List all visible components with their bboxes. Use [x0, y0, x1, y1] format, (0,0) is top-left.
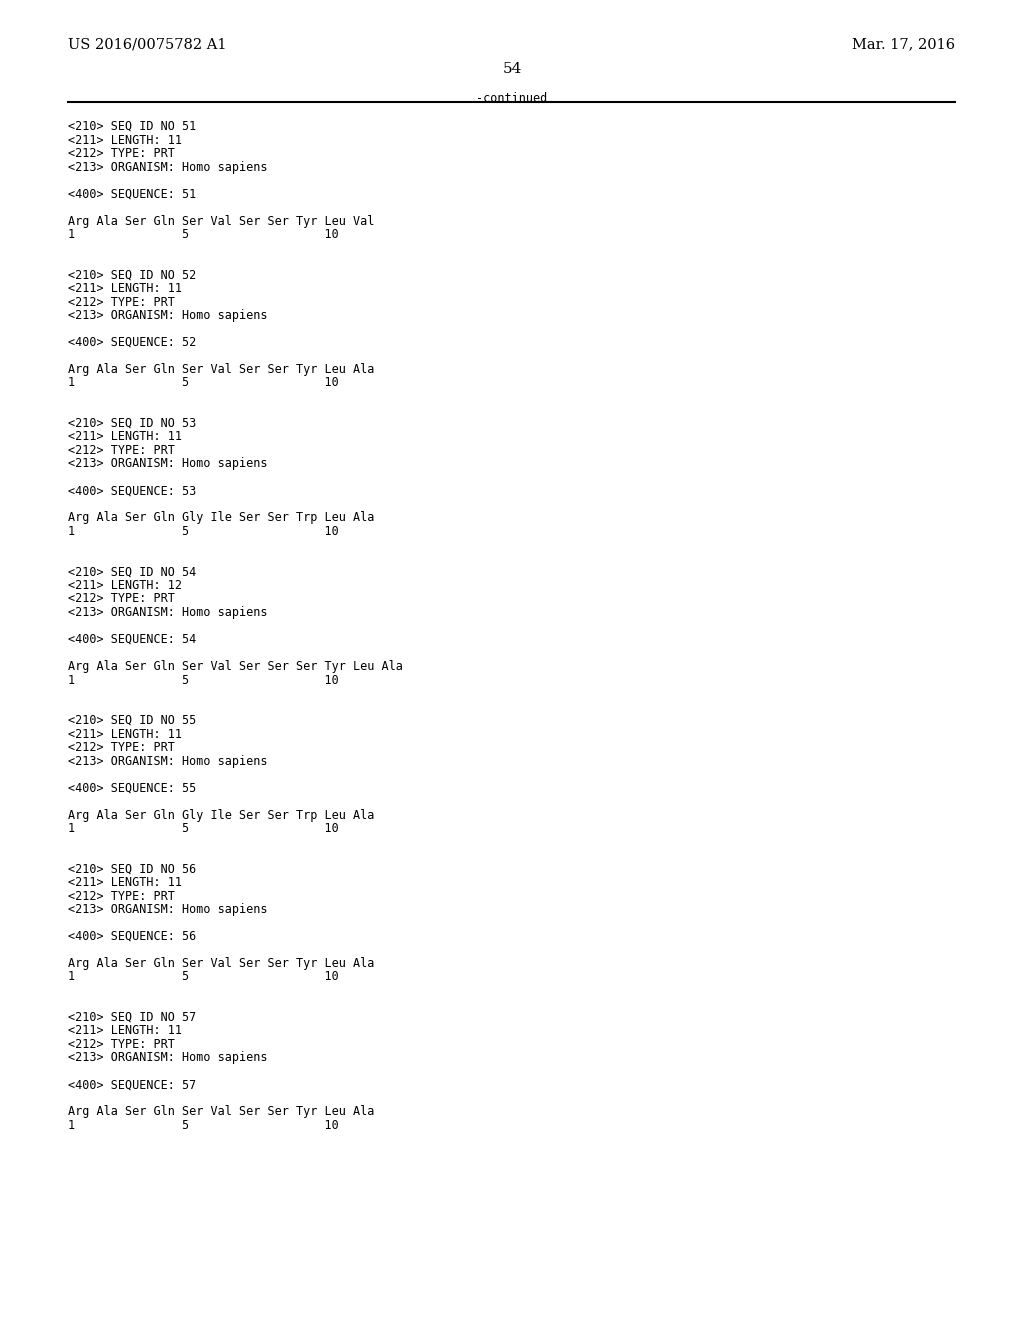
Text: <400> SEQUENCE: 53: <400> SEQUENCE: 53: [68, 484, 197, 498]
Text: <211> LENGTH: 11: <211> LENGTH: 11: [68, 727, 182, 741]
Text: <211> LENGTH: 11: <211> LENGTH: 11: [68, 133, 182, 147]
Text: <211> LENGTH: 12: <211> LENGTH: 12: [68, 579, 182, 591]
Text: Arg Ala Ser Gln Ser Val Ser Ser Tyr Leu Ala: Arg Ala Ser Gln Ser Val Ser Ser Tyr Leu …: [68, 363, 375, 376]
Text: Arg Ala Ser Gln Ser Val Ser Ser Tyr Leu Ala: Arg Ala Ser Gln Ser Val Ser Ser Tyr Leu …: [68, 1106, 375, 1118]
Text: Arg Ala Ser Gln Ser Val Ser Ser Tyr Leu Val: Arg Ala Ser Gln Ser Val Ser Ser Tyr Leu …: [68, 214, 375, 227]
Text: <213> ORGANISM: Homo sapiens: <213> ORGANISM: Homo sapiens: [68, 1052, 267, 1064]
Text: <400> SEQUENCE: 51: <400> SEQUENCE: 51: [68, 187, 197, 201]
Text: <210> SEQ ID NO 56: <210> SEQ ID NO 56: [68, 862, 197, 875]
Text: <211> LENGTH: 11: <211> LENGTH: 11: [68, 430, 182, 444]
Text: <211> LENGTH: 11: <211> LENGTH: 11: [68, 1024, 182, 1038]
Text: <212> TYPE: PRT: <212> TYPE: PRT: [68, 296, 175, 309]
Text: <213> ORGANISM: Homo sapiens: <213> ORGANISM: Homo sapiens: [68, 458, 267, 470]
Text: <212> TYPE: PRT: <212> TYPE: PRT: [68, 147, 175, 160]
Text: <210> SEQ ID NO 57: <210> SEQ ID NO 57: [68, 1011, 197, 1024]
Text: <400> SEQUENCE: 54: <400> SEQUENCE: 54: [68, 634, 197, 645]
Text: <210> SEQ ID NO 54: <210> SEQ ID NO 54: [68, 565, 197, 578]
Text: <213> ORGANISM: Homo sapiens: <213> ORGANISM: Homo sapiens: [68, 309, 267, 322]
Text: 1               5                   10: 1 5 10: [68, 822, 339, 836]
Text: <400> SEQUENCE: 55: <400> SEQUENCE: 55: [68, 781, 197, 795]
Text: Arg Ala Ser Gln Ser Val Ser Ser Tyr Leu Ala: Arg Ala Ser Gln Ser Val Ser Ser Tyr Leu …: [68, 957, 375, 970]
Text: <211> LENGTH: 11: <211> LENGTH: 11: [68, 876, 182, 888]
Text: <210> SEQ ID NO 55: <210> SEQ ID NO 55: [68, 714, 197, 727]
Text: <400> SEQUENCE: 52: <400> SEQUENCE: 52: [68, 337, 197, 348]
Text: <400> SEQUENCE: 56: <400> SEQUENCE: 56: [68, 931, 197, 942]
Text: Mar. 17, 2016: Mar. 17, 2016: [852, 37, 955, 51]
Text: 1               5                   10: 1 5 10: [68, 970, 339, 983]
Text: <211> LENGTH: 11: <211> LENGTH: 11: [68, 282, 182, 294]
Text: 1               5                   10: 1 5 10: [68, 673, 339, 686]
Text: -continued: -continued: [476, 92, 548, 106]
Text: <210> SEQ ID NO 53: <210> SEQ ID NO 53: [68, 417, 197, 430]
Text: Arg Ala Ser Gln Ser Val Ser Ser Ser Tyr Leu Ala: Arg Ala Ser Gln Ser Val Ser Ser Ser Tyr …: [68, 660, 402, 673]
Text: <213> ORGANISM: Homo sapiens: <213> ORGANISM: Homo sapiens: [68, 755, 267, 767]
Text: <210> SEQ ID NO 52: <210> SEQ ID NO 52: [68, 268, 197, 281]
Text: <213> ORGANISM: Homo sapiens: <213> ORGANISM: Homo sapiens: [68, 161, 267, 173]
Text: <400> SEQUENCE: 57: <400> SEQUENCE: 57: [68, 1078, 197, 1092]
Text: <212> TYPE: PRT: <212> TYPE: PRT: [68, 890, 175, 903]
Text: US 2016/0075782 A1: US 2016/0075782 A1: [68, 37, 226, 51]
Text: 54: 54: [503, 62, 521, 77]
Text: <212> TYPE: PRT: <212> TYPE: PRT: [68, 1038, 175, 1051]
Text: <212> TYPE: PRT: <212> TYPE: PRT: [68, 593, 175, 606]
Text: 1               5                   10: 1 5 10: [68, 525, 339, 539]
Text: Arg Ala Ser Gln Gly Ile Ser Ser Trp Leu Ala: Arg Ala Ser Gln Gly Ile Ser Ser Trp Leu …: [68, 808, 375, 821]
Text: <213> ORGANISM: Homo sapiens: <213> ORGANISM: Homo sapiens: [68, 903, 267, 916]
Text: Arg Ala Ser Gln Gly Ile Ser Ser Trp Leu Ala: Arg Ala Ser Gln Gly Ile Ser Ser Trp Leu …: [68, 511, 375, 524]
Text: <212> TYPE: PRT: <212> TYPE: PRT: [68, 741, 175, 754]
Text: <210> SEQ ID NO 51: <210> SEQ ID NO 51: [68, 120, 197, 133]
Text: 1               5                   10: 1 5 10: [68, 1119, 339, 1133]
Text: <212> TYPE: PRT: <212> TYPE: PRT: [68, 444, 175, 457]
Text: <213> ORGANISM: Homo sapiens: <213> ORGANISM: Homo sapiens: [68, 606, 267, 619]
Text: 1               5                   10: 1 5 10: [68, 376, 339, 389]
Text: 1               5                   10: 1 5 10: [68, 228, 339, 242]
